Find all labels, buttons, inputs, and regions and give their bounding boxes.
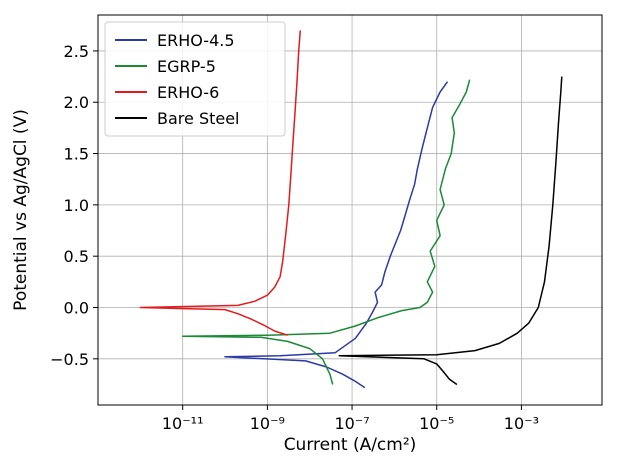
y-tick-label: 1.5 [64,145,89,164]
legend-label: ERHO-6 [157,83,219,102]
series-line-3 [338,76,563,386]
x-tick-label: 10⁻¹¹ [162,414,204,433]
legend: ERHO-4.5 EGRP-5 ERHO-6 Bare Steel [104,21,286,137]
series-layer [139,30,563,389]
plot-frame [97,14,603,406]
x-tick-label: 10⁻³ [504,414,539,433]
x-axis-label: Current (A/cm²) [284,435,417,455]
y-tick-label: 0.5 [64,247,89,266]
series-line-0 [224,81,449,389]
axis-ticks: 10⁻¹¹ 10⁻⁹ 10⁻⁷ 10⁻⁵ 10⁻³ −0.5 0.0 0.5 1.0 1.5 2.0… [50,42,539,433]
legend-box [104,21,286,137]
x-tick-label: 10⁻⁷ [334,414,369,433]
x-tick-label: 10⁻⁹ [250,414,285,433]
legend-label: Bare Steel [157,109,240,128]
series-line-1 [181,79,471,385]
y-tick-label: 1.0 [64,196,89,215]
x-tick-label: 10⁻⁵ [419,414,454,433]
legend-label: EGRP-5 [157,57,216,76]
y-tick-label: 0.0 [64,299,89,318]
legend-label: ERHO-4.5 [157,31,235,50]
y-tick-label: 2.0 [64,93,89,112]
y-tick-label: −0.5 [50,350,89,369]
y-axis-label: Potential vs Ag/AgCl (V) [11,109,31,311]
series-line-2 [139,30,302,336]
y-tick-label: 2.5 [64,42,89,61]
